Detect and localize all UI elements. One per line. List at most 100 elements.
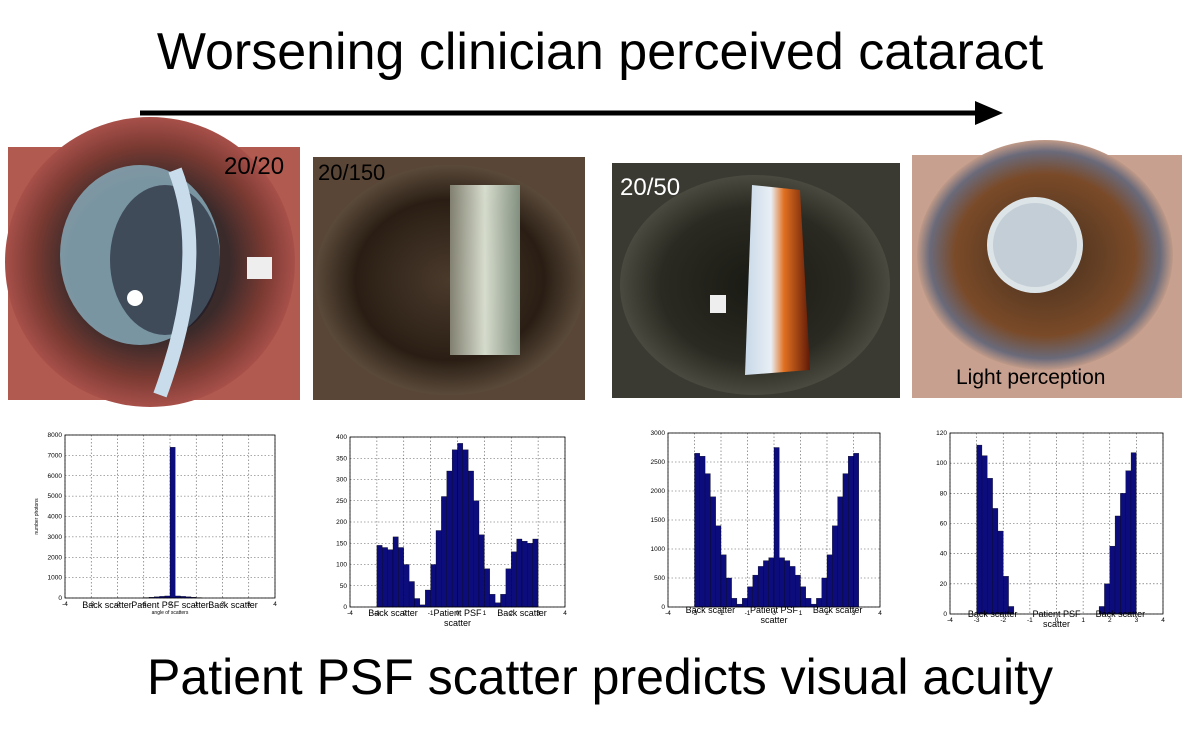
annotation: Back scatter: [208, 600, 258, 610]
x-tick-label: 4: [563, 610, 567, 617]
y-tick-label: 2000: [651, 488, 666, 495]
bar: [457, 443, 464, 608]
y-tick-label: 400: [336, 434, 347, 441]
bar: [842, 473, 849, 608]
annotation: Back scatter: [497, 608, 547, 618]
bar: [768, 557, 775, 608]
photo-label: Light perception: [956, 366, 1106, 389]
y-tick-label: 50: [340, 583, 348, 590]
bar: [425, 589, 431, 608]
y-tick-label: 300: [336, 477, 347, 484]
y-tick-label: 1000: [651, 546, 666, 553]
bar: [795, 574, 801, 608]
bar: [382, 547, 388, 608]
bar: [489, 594, 496, 608]
y-axis-label: number photons: [34, 498, 40, 535]
bar: [747, 586, 753, 608]
bar: [1114, 515, 1121, 615]
bar: [468, 470, 474, 608]
plot-frame: [949, 432, 1164, 615]
y-tick-label: 0: [943, 611, 947, 618]
y-tick-label: 5000: [48, 493, 63, 500]
bar: [997, 530, 1004, 615]
x-tick-label: -4: [665, 610, 671, 617]
bar: [516, 538, 523, 608]
x-axis-label: angle of scatters: [152, 610, 189, 616]
y-tick-label: 3000: [651, 430, 666, 437]
bar: [848, 456, 854, 608]
x-tick-label: -1: [428, 610, 434, 617]
photo-label: 20/150: [318, 160, 386, 185]
x-tick-label: 3: [852, 610, 856, 617]
bar: [376, 545, 383, 608]
bar: [446, 470, 453, 608]
bar: [720, 554, 727, 608]
annotation: Patient PSF scatter: [1032, 609, 1081, 629]
bar: [462, 449, 469, 608]
bar: [805, 598, 812, 608]
plot-frame: [349, 436, 566, 608]
x-tick-label: 0: [456, 610, 460, 617]
photos: [5, 117, 1182, 407]
bar: [826, 554, 833, 608]
bar: [726, 577, 732, 608]
y-tick-label: 40: [940, 551, 948, 558]
y-tick-label: 200: [336, 519, 347, 526]
annotation: Back scatter: [82, 600, 132, 610]
bar: [704, 473, 711, 608]
bar: [505, 568, 512, 608]
bar: [494, 602, 501, 608]
bar: [1109, 545, 1116, 615]
x-tick-label: 4: [273, 601, 277, 608]
y-tick-label: 6000: [48, 473, 63, 480]
y-tick-label: 100: [336, 562, 347, 569]
y-tick-label: 500: [654, 575, 665, 582]
bar: [853, 453, 859, 608]
bar: [784, 560, 791, 608]
y-tick-label: 80: [940, 490, 948, 497]
y-tick-label: 2500: [651, 459, 666, 466]
y-tick-label: 0: [661, 604, 665, 611]
bar: [169, 447, 176, 599]
x-tick-label: 3: [536, 610, 540, 617]
annotation: Patient PSF scatter: [131, 600, 209, 610]
x-tick-label: 1: [799, 610, 803, 617]
y-tick-label: 1500: [651, 517, 666, 524]
bar: [521, 540, 528, 608]
bar: [821, 577, 828, 608]
y-tick-label: 60: [940, 521, 948, 528]
bar: [987, 478, 993, 615]
bar: [408, 581, 415, 608]
bar: [511, 551, 517, 608]
x-tick-label: 2: [825, 610, 829, 617]
bar: [992, 508, 999, 615]
bar: [387, 549, 394, 608]
x-tick-label: 0: [772, 610, 776, 617]
x-tick-label: 3: [247, 601, 251, 608]
y-tick-label: 120: [936, 430, 947, 437]
annotation: Patient PSF scatter: [433, 608, 482, 628]
y-tick-label: 350: [336, 455, 347, 462]
bar: [1120, 493, 1126, 615]
y-tick-label: 2000: [48, 554, 63, 561]
x-tick-label: 0: [168, 601, 172, 608]
bar: [532, 538, 539, 608]
x-tick-label: 1: [194, 601, 198, 608]
bar: [715, 525, 722, 608]
annotation: Back scatter: [685, 605, 736, 615]
y-tick-label: 3000: [48, 534, 63, 541]
x-tick-label: 4: [1161, 617, 1165, 624]
y-tick-label: 7000: [48, 452, 63, 459]
x-tick-label: -2: [401, 610, 407, 617]
bar: [403, 564, 410, 608]
bar: [500, 594, 507, 608]
bar: [976, 444, 983, 615]
bar: [478, 534, 485, 608]
x-tick-label: -1: [1027, 617, 1033, 624]
bar: [981, 455, 988, 615]
bar: [451, 449, 458, 608]
y-tick-label: 20: [940, 581, 948, 588]
bar: [710, 496, 716, 608]
bar: [779, 557, 785, 608]
